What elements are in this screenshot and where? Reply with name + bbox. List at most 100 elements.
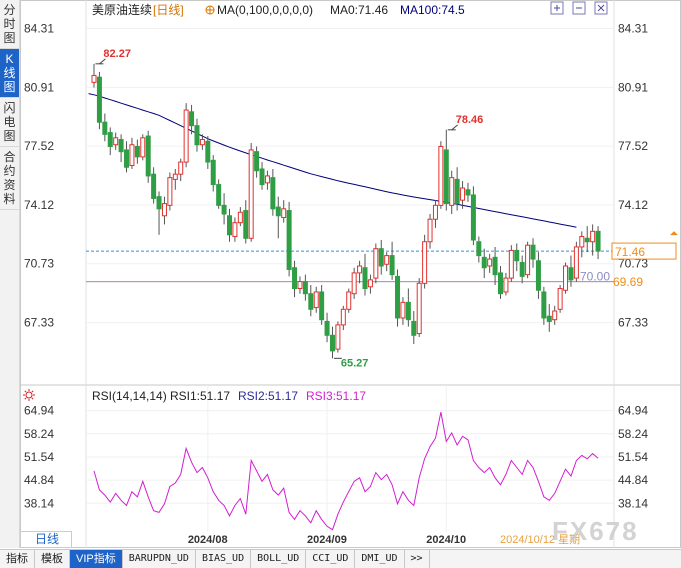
candle [454,178,460,205]
rsi-settings-icon-ray [24,397,27,400]
indicator-tab-7[interactable]: DMI_UD [355,550,405,568]
chart[interactable]: 84.31 84.31 80.91 80.91 77.52 77.52 74.12 74.12… [20,0,681,548]
candle [432,204,438,220]
rsi-settings-icon-ray [31,390,34,393]
candle [167,177,173,206]
candle [503,277,509,293]
candle [422,241,428,284]
candle [584,237,590,243]
date-label: 2024/08 [188,534,228,546]
level-label-70: 70.00 [580,269,610,283]
ma100-line [88,93,577,228]
candle [378,248,384,267]
candle [227,215,232,236]
candle [568,267,574,281]
rsi-tick-right: 44.84 [618,473,648,487]
rsi-tick-right: 51.54 [618,450,648,464]
candle [286,210,292,270]
candle [487,258,493,267]
candle [183,109,189,163]
candle [590,230,596,243]
candle [172,173,178,180]
candle [460,187,466,201]
indicator-tab-6[interactable]: CCI_UD [306,550,356,568]
candle [449,177,455,206]
rsi-tick-left: 64.94 [24,404,54,418]
indicator-tab-8[interactable]: >> [405,550,430,568]
sidebar-tab-1[interactable]: K线图 [0,49,19,98]
candle [189,111,195,127]
rsi-settings-icon [25,391,33,399]
candle [140,137,146,158]
current-price-arrow-icon [670,231,678,236]
price-tick-right: 77.52 [618,139,648,153]
candle [595,230,601,252]
candle [416,282,422,335]
candle [254,151,260,172]
candle [216,184,222,206]
indicator-tab-3[interactable]: BARUPDN_UD [123,550,196,568]
candle [237,211,243,224]
candle [178,161,184,175]
indicator-tab-1[interactable]: 模板 [35,550,70,568]
candle [129,144,135,167]
rsi-tick-left: 44.84 [24,473,54,487]
date-label: 2024/10 [426,534,466,546]
rsi-tick-right: 64.94 [618,404,648,418]
indicator-tab-5[interactable]: BOLL_UD [251,550,307,568]
ma100-value: MA100:74.5 [400,3,465,17]
price-tick-right: 67.33 [618,316,648,330]
rsi-tick-left: 38.14 [24,496,54,510]
candle [351,272,357,295]
candle [357,265,363,274]
rsi-settings-icon-ray [31,397,34,400]
candle [102,121,108,135]
indicator-tab-0[interactable]: 指标 [0,550,35,568]
candle [389,255,395,276]
candle [118,139,124,153]
close-icon-line [597,4,605,12]
level-label-69: 69.69 [613,275,643,289]
high-label: 82.27 [103,48,131,60]
indicator-tab-2[interactable]: VIP指标 [70,550,123,568]
candle [221,204,227,215]
candle [270,177,276,210]
candle [113,137,119,146]
low-label: 65.27 [341,357,369,369]
candle [199,139,205,146]
current-price-label: 71.46 [615,245,645,259]
indicator-tab-4[interactable]: BIAS_UD [196,550,252,568]
price-tick-left: 77.52 [24,139,54,153]
price-tick-right: 74.12 [618,198,648,212]
candle [481,256,487,269]
candle [313,291,319,309]
period-button[interactable]: 日线 [20,531,72,548]
sidebar-tab-0[interactable]: 分时图 [0,0,19,49]
candle [476,241,482,257]
price-tick-left: 80.91 [24,80,54,94]
candle [514,249,520,262]
price-tick-right: 80.91 [618,80,648,94]
sidebar-tab-3[interactable]: 合约资料 [0,147,19,210]
sidebar-tab-2[interactable]: 闪电图 [0,98,19,147]
candle [194,125,200,146]
candle [438,145,444,206]
candle [264,175,270,184]
rsi1-value: RSI1:51.17 [170,389,230,403]
sidebar: 分时图 K线图 闪电图 合约资料 [0,0,20,548]
candle [134,145,140,158]
candle [319,291,325,321]
candle [248,149,254,239]
candle [579,236,585,248]
date-cursor-label: 2024/10/12 星期 [500,533,580,546]
high-label: 78.46 [456,114,484,126]
candle [151,173,157,199]
candle [232,222,238,238]
candle [573,246,579,279]
candle [492,256,498,276]
instrument-title: 美原油连续 [92,2,152,17]
candle [470,194,476,241]
candle [161,203,167,217]
rsi3-value: RSI3:51.17 [306,389,366,403]
candle [340,308,346,326]
